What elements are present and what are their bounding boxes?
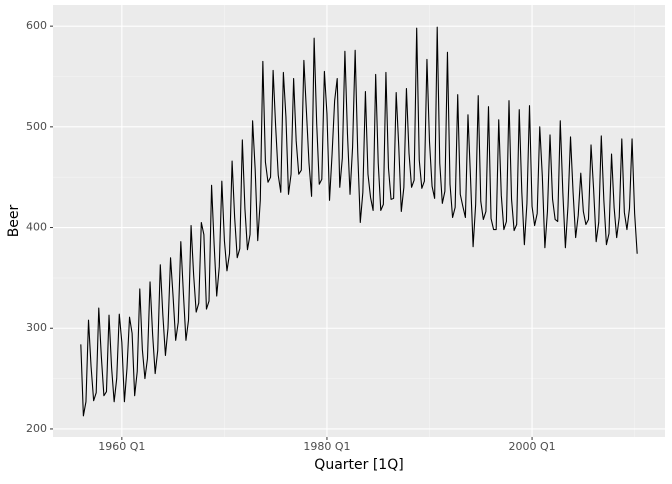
x-tick-label: 1960 Q1 [98, 440, 145, 453]
line [80, 26, 638, 417]
y-tick-label: 400 [26, 221, 47, 234]
x-axis-title: Quarter [1Q] [314, 457, 403, 473]
x-tick-label: 2000 Q1 [508, 440, 555, 453]
y-tick-label: 300 [26, 321, 47, 334]
y-tick-label: 500 [26, 120, 47, 133]
y-tick-label: 200 [26, 422, 47, 435]
y-axis-title: Beer [6, 204, 22, 237]
x-tick-label: 1980 Q1 [303, 440, 350, 453]
y-tick-label: 600 [26, 19, 47, 32]
